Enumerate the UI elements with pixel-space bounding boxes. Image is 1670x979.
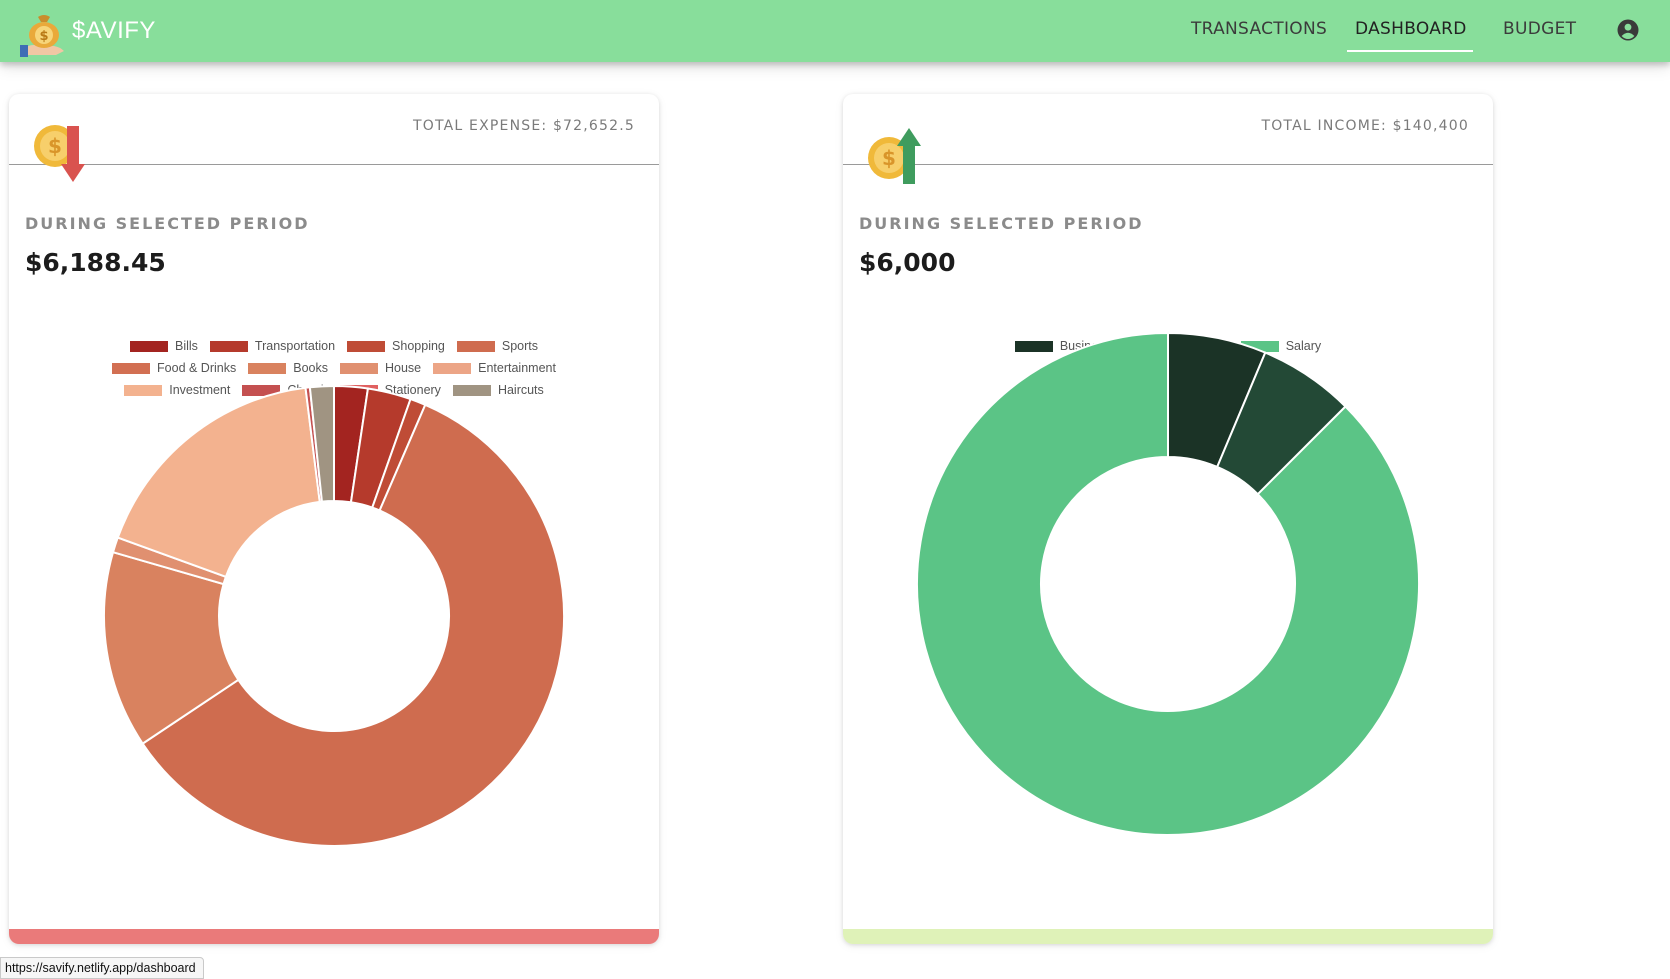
coin-arrow-up-icon: $ <box>868 128 921 184</box>
legend-label: Food & Drinks <box>157 361 237 375</box>
legend-swatch <box>347 340 386 352</box>
total-income-label: TOTAL INCOME: $140,400 <box>1261 118 1469 134</box>
period-expense-amount: $6,188.45 <box>25 248 166 277</box>
status-bar-url: https://savify.netlify.app/dashboard <box>0 957 204 979</box>
legend-item[interactable]: Haircuts <box>452 383 544 397</box>
legend-item[interactable]: House <box>339 361 422 375</box>
legend-label: Haircuts <box>497 383 544 397</box>
legend-swatch <box>129 340 168 352</box>
legend-item[interactable]: Food & Drinks <box>112 361 236 375</box>
expense-card-accent-bar <box>9 929 659 944</box>
brand[interactable]: $ $AVIFY <box>18 4 156 58</box>
account-circle-icon[interactable] <box>1616 18 1640 42</box>
legend-item[interactable]: Shopping <box>347 339 445 353</box>
expense-card: TOTAL EXPENSE: $72,652.5 $ DURING SELECT… <box>9 94 659 944</box>
legend-label: Entertainment <box>478 361 556 375</box>
legend-swatch <box>209 340 248 352</box>
legend-swatch <box>1240 340 1279 352</box>
income-doughnut-chart <box>916 331 1421 836</box>
legend-item[interactable]: Entertainment <box>433 361 556 375</box>
legend-label: Transportation <box>254 339 336 353</box>
chart-slice-salary[interactable] <box>916 331 1421 836</box>
period-income-amount: $6,000 <box>859 248 956 277</box>
card-divider <box>843 164 1493 165</box>
legend-item[interactable]: Salary <box>1240 339 1322 353</box>
legend-swatch <box>124 384 163 396</box>
legend-label: Sports <box>501 339 539 353</box>
svg-text:$: $ <box>48 134 62 158</box>
legend-swatch <box>1014 340 1053 352</box>
app-name: $AVIFY <box>72 17 156 44</box>
legend-item[interactable]: Investment <box>124 383 230 397</box>
chart-slice-investment[interactable] <box>116 386 321 579</box>
svg-text:$: $ <box>39 29 48 44</box>
legend-swatch <box>339 362 378 374</box>
total-expense-label: TOTAL EXPENSE: $72,652.5 <box>412 118 635 134</box>
legend-item[interactable]: Books <box>248 361 328 375</box>
legend-item[interactable]: Bills <box>129 339 198 353</box>
active-tab-indicator <box>1347 50 1473 52</box>
nav-dashboard[interactable]: DASHBOARD <box>1355 19 1467 39</box>
period-label: DURING SELECTED PERIOD <box>859 214 1144 233</box>
app-bar: $ $AVIFY TRANSACTIONS DASHBOARD BUDGET <box>0 0 1670 62</box>
expense-doughnut-chart <box>103 384 565 847</box>
legend-item[interactable]: Transportation <box>209 339 336 353</box>
money-bag-logo-icon: $ <box>20 15 64 57</box>
legend-label: Bills <box>174 339 198 353</box>
period-label: DURING SELECTED PERIOD <box>25 214 310 233</box>
legend-row: Bills Transportation Shopping Sports <box>9 335 659 357</box>
svg-text:$: $ <box>882 146 896 170</box>
legend-item[interactable]: Sports <box>456 339 539 353</box>
legend-swatch <box>248 362 287 374</box>
legend-swatch <box>242 384 281 396</box>
legend-swatch <box>433 362 472 374</box>
legend-label: Salary <box>1285 339 1322 353</box>
legend-swatch <box>112 362 151 374</box>
nav-transactions[interactable]: TRANSACTIONS <box>1191 19 1328 39</box>
income-card-accent-bar <box>843 929 1493 944</box>
chart-slice-haircuts[interactable] <box>308 384 335 503</box>
legend-label: House <box>384 361 422 375</box>
coin-arrow-down-icon: $ <box>34 125 85 182</box>
legend-label: Investment <box>169 383 231 397</box>
legend-label: Shopping <box>392 339 445 353</box>
legend-label: Stationery <box>384 383 441 397</box>
legend-swatch <box>456 340 495 352</box>
nav-budget[interactable]: BUDGET <box>1503 19 1577 39</box>
income-card: TOTAL INCOME: $140,400 $ DURING SELECTED… <box>843 94 1493 944</box>
card-divider <box>9 164 659 165</box>
legend-label: Books <box>293 361 328 375</box>
chart-slice-sports[interactable] <box>141 403 565 847</box>
legend-row: Food & Drinks Books House Entertainment <box>9 357 659 379</box>
legend-swatch <box>452 384 491 396</box>
